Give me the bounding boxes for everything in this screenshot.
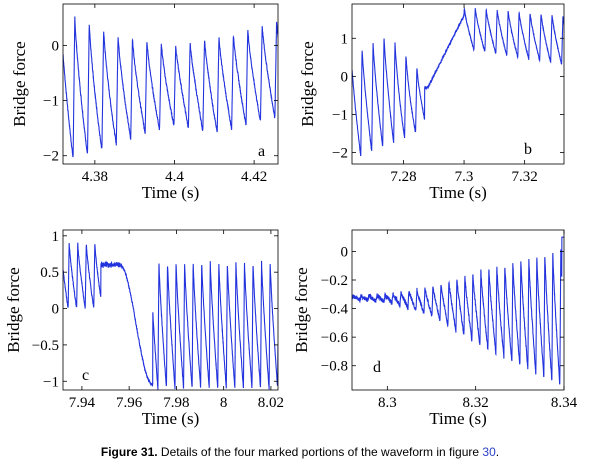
x-tick-label: 7.94 (69, 395, 96, 411)
x-tick-label: 8 (220, 395, 228, 411)
panel-c: 7.94 7.96 7.98 8 8.02 −1 −0.5 0 0.5 1 Time (s) Brid… (4, 229, 284, 428)
y-tick-label: 0 (341, 69, 349, 85)
y-axis-label: Bridge force (10, 41, 29, 126)
y-tick-label: 1 (52, 229, 60, 245)
x-tick-label: 7.32 (512, 169, 538, 185)
x-tick-label: 8.32 (463, 395, 489, 411)
x-axis-label: Time (s) (142, 183, 199, 202)
series-line (63, 242, 278, 390)
y-tick-label: 0.5 (40, 265, 59, 281)
y-tick-label: −1 (43, 94, 59, 110)
x-tick-label: 4.42 (241, 169, 267, 185)
caption-end: . (495, 445, 500, 459)
series-line (63, 16, 278, 158)
panel-b: 7.28 7.3 7.32 −2 −1 0 1 Time (s) Bridge force b (298, 3, 565, 202)
x-tick-label: 7.28 (390, 169, 416, 185)
x-tick-label: 7.3 (455, 169, 474, 185)
axes-frame (62, 3, 279, 165)
caption-text: Details of the four marked portions of t… (157, 445, 483, 459)
x-tick-label: 8.3 (378, 395, 397, 411)
y-tick-label: −0.5 (32, 338, 59, 354)
x-tick-label: 4.4 (165, 169, 184, 185)
y-axis-label: Bridge force (298, 41, 317, 126)
x-axis-label: Time (s) (142, 409, 199, 428)
y-tick-label: −1 (332, 107, 348, 123)
y-tick-label: 0 (341, 244, 349, 260)
panel-a: 4.38 4.4 4.42 −2 −1 0 Time (s) Bridge force a (10, 3, 279, 202)
x-tick-label: 4.38 (82, 169, 108, 185)
series-line (352, 6, 564, 157)
panel-label: c (82, 367, 89, 384)
caption-figure-link[interactable]: 30 (482, 445, 496, 459)
x-axis-label: Time (s) (429, 409, 486, 428)
y-tick-label: −2 (43, 149, 59, 165)
panel-label: b (524, 141, 532, 158)
panel-d: 8.3 8.32 8.34 −0.8 −0.6 −0.4 −0.2 0 Time (s) Brid… (292, 229, 578, 428)
y-tick-label: 0 (52, 302, 60, 318)
y-tick-label: −0.8 (321, 359, 348, 375)
y-tick-label: −0.2 (321, 273, 348, 289)
x-tick-label: 8.02 (258, 395, 284, 411)
y-tick-label: −0.4 (321, 302, 349, 318)
figure-caption: Figure 31. Details of the four marked po… (0, 445, 600, 459)
series-line (352, 236, 564, 385)
x-axis-label: Time (s) (429, 183, 486, 202)
axes-frame (351, 229, 565, 391)
y-tick-label: −1 (43, 374, 59, 390)
y-axis-label: Bridge force (4, 267, 23, 352)
panel-label: a (258, 143, 265, 160)
x-tick-label: 8.34 (551, 395, 578, 411)
y-tick-label: −2 (332, 146, 348, 162)
y-tick-label: 1 (341, 31, 349, 47)
panel-label: d (373, 359, 381, 376)
axes-frame (62, 229, 279, 391)
axes-frame (351, 3, 565, 165)
x-tick-label: 7.96 (116, 395, 143, 411)
y-tick-label: 0 (52, 38, 60, 54)
y-axis-label: Bridge force (292, 267, 311, 352)
caption-label: Figure 31. (100, 445, 158, 459)
x-tick-label: 7.98 (163, 395, 189, 411)
y-tick-label: −0.6 (321, 330, 349, 346)
